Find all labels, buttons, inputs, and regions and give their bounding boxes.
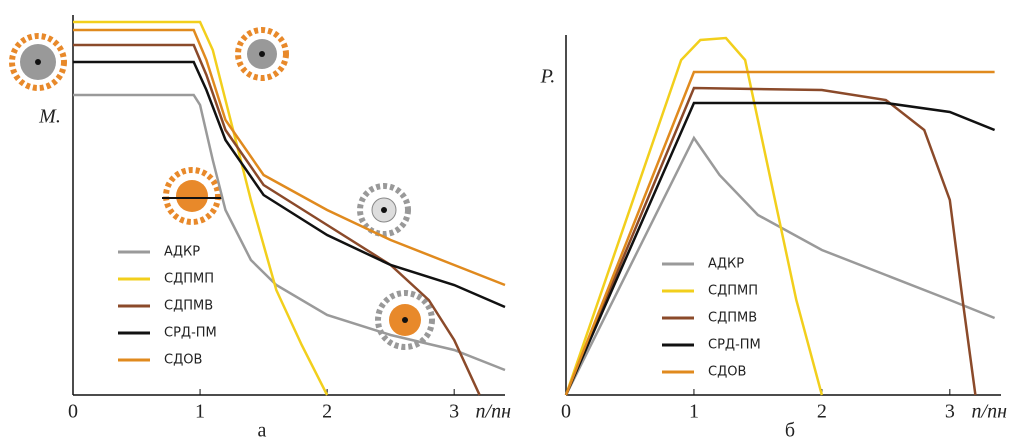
line-series — [564, 70, 995, 396]
line-series — [73, 43, 481, 396]
legend-label: СРД-ПМ — [708, 338, 761, 353]
x-tick-label: 3 — [449, 401, 459, 423]
x-tick-label: 2 — [817, 401, 827, 423]
panel-title: б — [785, 420, 795, 442]
line-series — [564, 135, 996, 396]
legend-label: АДКР — [164, 245, 200, 260]
legend-label: СРД-ПМ — [164, 326, 217, 341]
legend-label: СДПМП — [164, 272, 214, 287]
x-tick-label: 0 — [68, 401, 78, 423]
legend-label: СДПМВ — [164, 299, 213, 314]
legend-label: СДПМВ — [708, 311, 757, 326]
motor-icons — [9, 27, 435, 350]
x-tick-label: 1 — [195, 401, 205, 423]
y-axis-label: P. — [540, 66, 556, 88]
line-series — [564, 36, 824, 396]
line-series — [564, 101, 996, 396]
x-tick-label: 3 — [945, 401, 955, 423]
x-axis-label: n/nн — [476, 401, 512, 423]
line-series — [73, 28, 506, 287]
legend-label: АДКР — [708, 257, 744, 272]
line-series — [73, 93, 506, 372]
panel-title: а — [258, 420, 267, 442]
line-series — [564, 86, 977, 396]
legend-label: СДПМП — [708, 284, 758, 299]
y-axis-label: M. — [38, 106, 61, 128]
x-axis-label: n/nн — [972, 401, 1008, 423]
legend-label: СДОВ — [708, 365, 746, 380]
x-tick-label: 2 — [322, 401, 332, 423]
x-tick-label: 1 — [689, 401, 699, 423]
line-series — [73, 60, 506, 309]
legend-label: СДОВ — [164, 353, 202, 368]
x-tick-label: 0 — [561, 401, 571, 423]
